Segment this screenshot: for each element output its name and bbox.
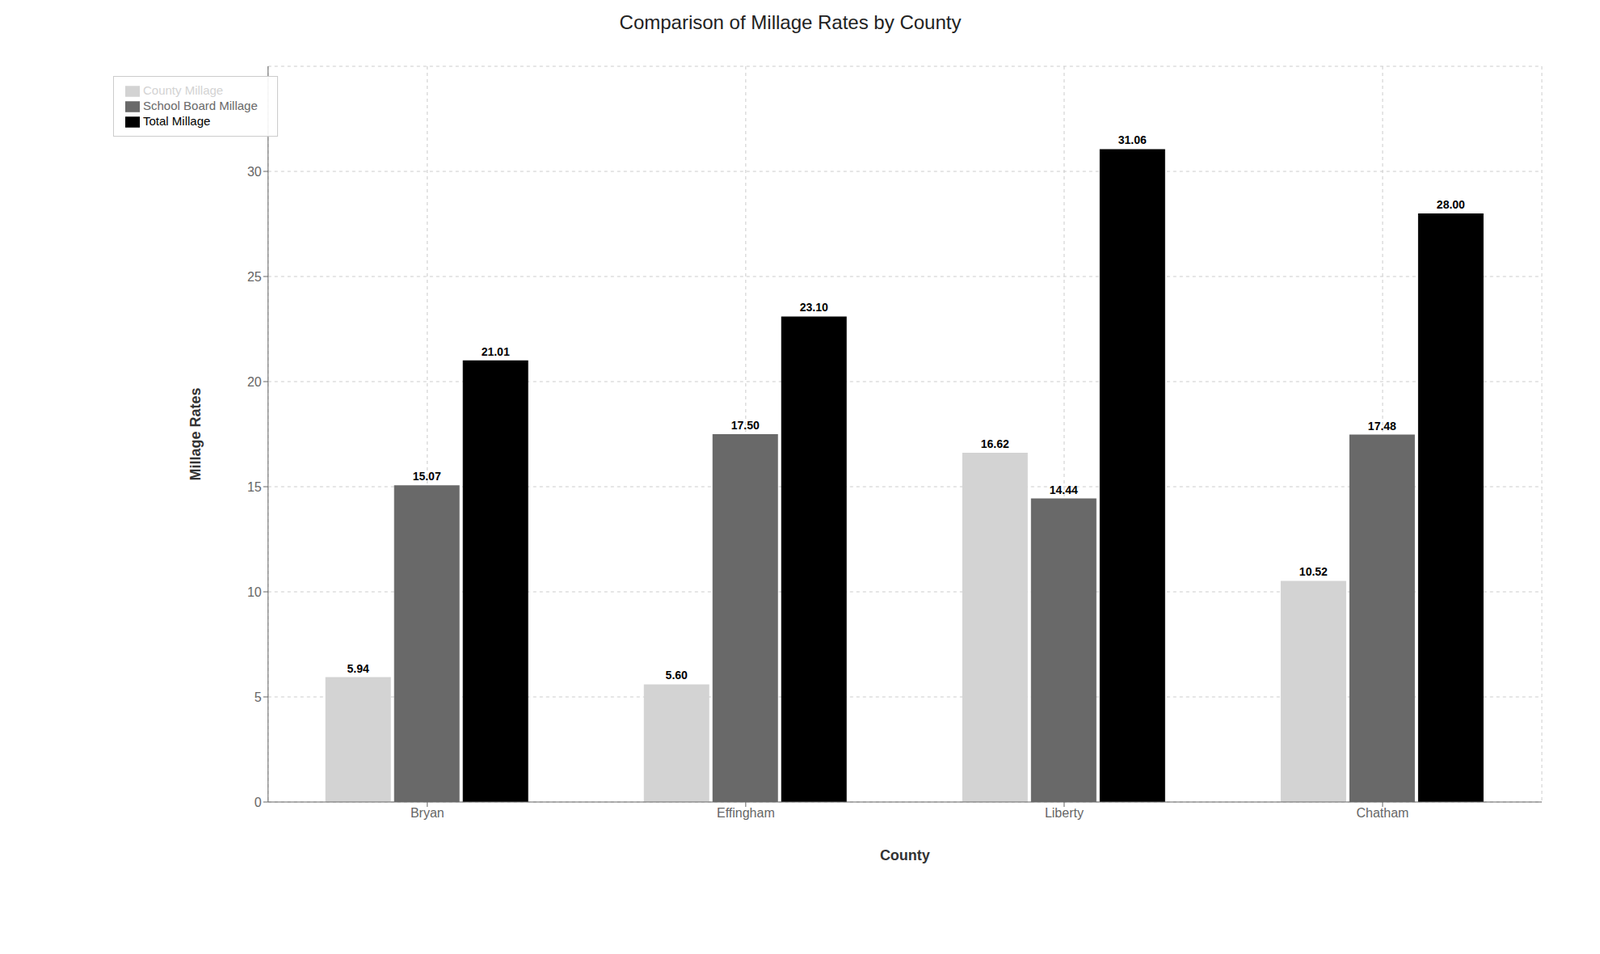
svg-text:25: 25 (247, 269, 262, 284)
svg-text:Chatham: Chatham (1356, 805, 1410, 820)
html-text:Comparison of Millage Rates by: Comparison of Millage Rates by County (619, 11, 962, 34)
svg-text:21.01: 21.01 (481, 345, 510, 358)
svg-text:23.10: 23.10 (800, 300, 829, 314)
svg-text:Millage Rates: Millage Rates (187, 387, 204, 480)
svg-text:10: 10 (247, 585, 262, 599)
svg-text:30: 30 (247, 164, 262, 179)
svg-text:28.00: 28.00 (1436, 197, 1466, 211)
svg-text:5.94: 5.94 (347, 661, 370, 675)
html-text:County Millage: County Millage (143, 83, 224, 97)
svg-text:5: 5 (254, 690, 262, 704)
svg-text:15: 15 (247, 480, 262, 494)
svg-text:31.06: 31.06 (1118, 133, 1147, 147)
svg-text:16.62: 16.62 (981, 437, 1010, 451)
svg-text:10.52: 10.52 (1299, 564, 1328, 578)
svg-text:5.60: 5.60 (665, 668, 688, 682)
svg-text:15.07: 15.07 (412, 469, 442, 483)
svg-text:20: 20 (247, 374, 262, 389)
svg-text:0: 0 (254, 795, 262, 809)
svg-text:17.48: 17.48 (1368, 419, 1397, 433)
svg-text:Liberty: Liberty (1044, 805, 1084, 820)
svg-text:Effingham: Effingham (716, 805, 775, 820)
svg-text:17.50: 17.50 (731, 418, 760, 432)
svg-text:County: County (880, 846, 931, 864)
svg-text:Bryan: Bryan (410, 805, 445, 820)
html-text:School Board Millage: School Board Millage (143, 98, 258, 113)
svg-text:14.44: 14.44 (1049, 483, 1078, 497)
html-text:Total Millage: Total Millage (143, 114, 211, 128)
